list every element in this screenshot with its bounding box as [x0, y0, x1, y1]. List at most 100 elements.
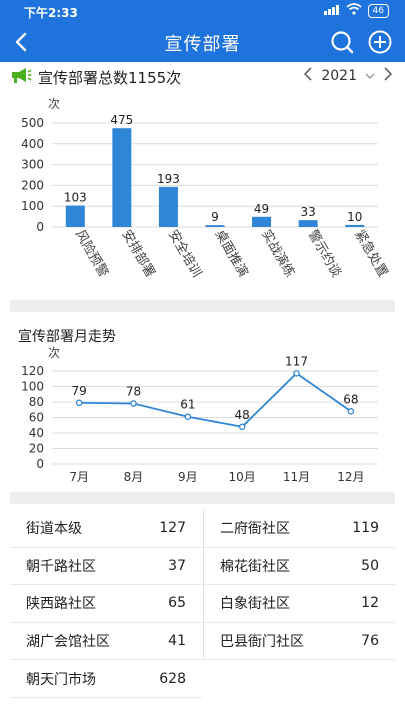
megaphone-icon	[10, 66, 32, 88]
next-year-icon[interactable]	[383, 67, 393, 85]
data-label: 103	[64, 191, 87, 205]
search-icon[interactable]	[329, 29, 355, 55]
data-point	[238, 423, 246, 431]
back-icon[interactable]	[10, 28, 34, 56]
x-tick-label: 9月	[178, 470, 198, 484]
bar	[205, 225, 225, 227]
stat-row[interactable]: 二府衙社区 119	[204, 510, 395, 548]
community-count: 76	[361, 633, 379, 650]
data-label: 68	[343, 392, 358, 406]
data-label: 61	[180, 398, 195, 412]
year-picker: 2021	[303, 67, 393, 85]
signal-icon	[323, 4, 340, 18]
status-time: 下午2:33	[24, 6, 78, 20]
year-value[interactable]: 2021	[321, 68, 357, 84]
chevron-down-icon[interactable]	[365, 68, 375, 84]
x-tick-label: 警示约谈	[305, 227, 345, 280]
data-label: 193	[157, 172, 180, 186]
community-name: 白象街社区	[220, 596, 290, 613]
x-tick-label: 桌面推演	[212, 227, 252, 280]
y-tick-label: 100	[21, 199, 44, 213]
stat-row[interactable]: 棉花街社区 50	[204, 548, 395, 586]
y-tick-label: 120	[21, 364, 44, 378]
x-tick-label: 10月	[229, 470, 256, 484]
stat-row[interactable]: 朝天门市场 628	[10, 660, 202, 698]
stat-row[interactable]: 朝千路社区 37	[10, 548, 202, 586]
community-count: 65	[168, 595, 186, 612]
community-stats: 街道本级 127 朝千路社区 37 陕西路社区 65 湖广会馆社区 41 朝天门市场 628 二府…	[10, 510, 395, 700]
deployment-total-title: 宣传部署总数1155次	[38, 68, 182, 87]
battery-indicator: 46	[367, 3, 389, 18]
community-name: 街道本级	[26, 521, 82, 538]
community-count: 12	[361, 595, 379, 612]
data-label: 49	[254, 202, 269, 216]
y-tick-label: 80	[29, 395, 44, 409]
series-line	[79, 372, 352, 428]
community-name: 巴县衙门社区	[220, 634, 304, 651]
section-header: 宣传部署总数1155次	[10, 66, 181, 88]
community-count: 50	[361, 557, 379, 574]
data-label: 475	[110, 113, 133, 127]
y-tick-label: 100	[21, 380, 44, 394]
data-label: 10	[347, 210, 362, 224]
stat-row[interactable]: 白象街社区 12	[204, 585, 395, 623]
x-tick-label: 紧急处置	[351, 228, 390, 281]
section-divider	[10, 300, 395, 312]
bar	[112, 128, 132, 227]
y-tick-label: 0	[36, 457, 44, 471]
community-count: 37	[168, 557, 186, 574]
y-axis-label: 次	[48, 97, 60, 111]
x-tick-label: 12月	[337, 470, 364, 484]
community-count: 628	[159, 670, 186, 687]
x-tick-label: 11月	[283, 470, 310, 484]
y-tick-label: 300	[21, 158, 44, 172]
x-tick-label: 风险预警	[72, 227, 112, 280]
y-tick-label: 400	[21, 137, 44, 151]
community-name: 棉花街社区	[220, 558, 290, 575]
section-divider	[10, 492, 395, 504]
x-tick-label: 8月	[124, 470, 144, 484]
community-name: 二府衙社区	[220, 521, 290, 538]
data-label: 9	[211, 210, 219, 224]
data-point	[293, 370, 300, 377]
data-label: 48	[235, 408, 250, 422]
y-tick-label: 500	[21, 116, 44, 130]
community-count: 41	[168, 633, 186, 650]
data-point	[130, 400, 137, 407]
community-name: 朝千路社区	[26, 558, 96, 575]
prev-year-icon[interactable]	[303, 67, 313, 85]
monthly-trend-section: 宣传部署月走势 次 0 20 40 60 80 100 120 79 7月 78 8月 61 9月 48 10…	[0, 318, 405, 490]
monthly-trend-title: 宣传部署月走势	[18, 329, 116, 345]
bar	[158, 186, 178, 227]
x-tick-label: 实战演练	[258, 227, 298, 280]
stat-row[interactable]: 巴县衙门社区 76	[204, 623, 395, 661]
y-axis-label: 次	[48, 346, 60, 360]
community-name: 陕西路社区	[26, 596, 96, 613]
y-tick-label: 40	[29, 426, 44, 440]
nav-bar: 宣传部署	[0, 22, 405, 62]
data-point	[184, 413, 192, 420]
data-label: 117	[285, 354, 308, 368]
deployment-total-section: 宣传部署总数1155次 2021 次 0 100 200 300 400 500 103 风险预…	[0, 62, 405, 300]
stat-row[interactable]: 湖广会馆社区 41	[10, 623, 202, 661]
stat-row[interactable]: 街道本级 127	[10, 510, 202, 548]
page-title: 宣传部署	[164, 34, 241, 55]
x-tick-label: 安全培训	[165, 227, 205, 280]
data-point	[347, 408, 355, 415]
stat-row[interactable]: 陕西路社区 65	[10, 585, 202, 623]
data-point	[75, 399, 83, 407]
data-label: 78	[126, 385, 141, 399]
bar	[252, 216, 272, 227]
bar-chart: 次 0 100 200 300 400 500 103 风险预警 475 安排部署 193 安全培训 9 桌…	[21, 97, 390, 281]
wifi-icon	[346, 3, 362, 18]
add-icon[interactable]	[367, 29, 393, 55]
data-label: 79	[72, 384, 87, 398]
x-tick-label: 安排部署	[118, 228, 157, 281]
y-tick-label: 0	[36, 220, 44, 234]
community-count: 127	[159, 520, 186, 537]
bar	[298, 220, 318, 227]
x-tick-label: 7月	[69, 470, 89, 484]
stats-left-column: 街道本级 127 朝千路社区 37 陕西路社区 65 湖广会馆社区 41 朝天门市场 628	[10, 510, 202, 698]
community-name: 朝天门市场	[26, 671, 96, 688]
